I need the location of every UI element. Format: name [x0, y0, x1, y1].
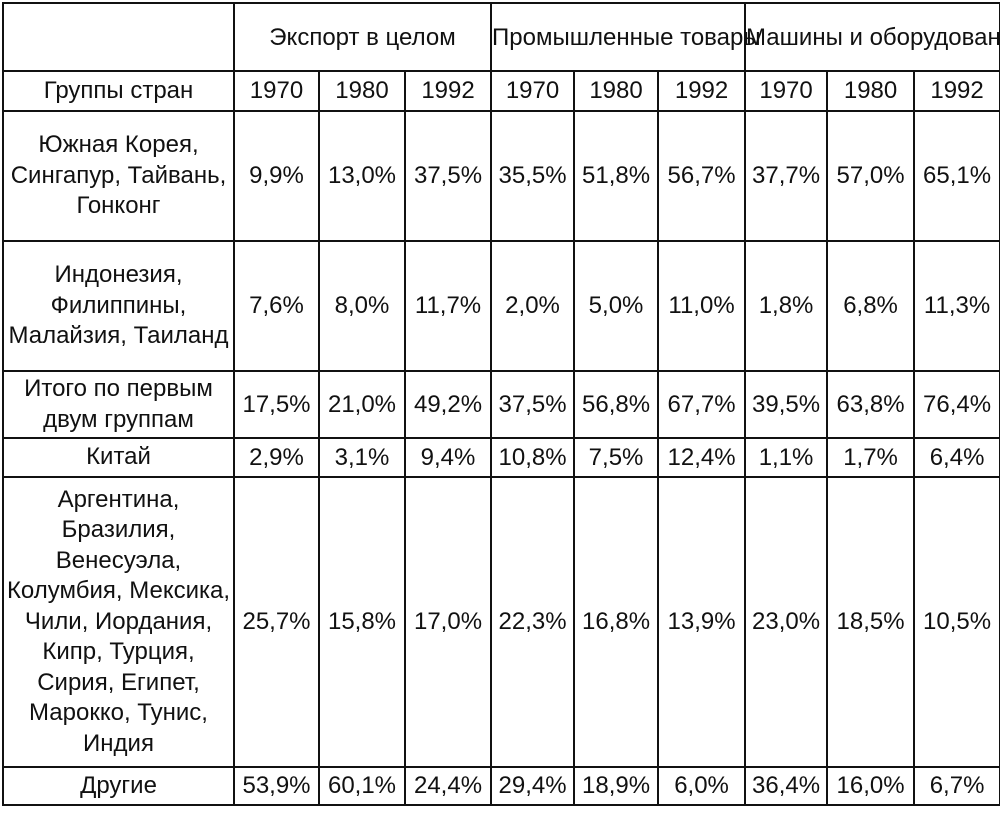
value-cell: 7,5% [573, 437, 660, 478]
value-cell: 25,7% [233, 476, 320, 768]
value-cell: 56,7% [657, 110, 747, 242]
value-cell: 37,5% [403, 110, 493, 242]
value-cell: 11,0% [657, 240, 747, 372]
value-cell: 29,4% [490, 766, 576, 806]
group-header-total-export: Экспорт в целом [232, 2, 493, 72]
value-cell: 6,0% [657, 766, 747, 806]
value-cell: 18,5% [826, 476, 916, 768]
row-label: Другие [2, 766, 235, 806]
row-label: Китай [2, 437, 235, 478]
value-cell: 21,0% [318, 370, 406, 439]
value-cell: 56,8% [573, 370, 660, 439]
value-cell: 13,9% [657, 476, 747, 768]
value-cell: 17,5% [233, 370, 320, 439]
value-cell: 11,7% [403, 240, 493, 372]
value-cell: 1,1% [744, 437, 829, 478]
value-cell: 36,4% [744, 766, 829, 806]
row-label: Итого по первым двум группам [2, 370, 235, 439]
value-cell: 6,4% [913, 437, 1000, 478]
row-label: Индонезия, Филиппины, Малайзия, Таиланд [2, 240, 235, 372]
value-cell: 15,8% [318, 476, 406, 768]
value-cell: 2,9% [233, 437, 320, 478]
value-cell: 63,8% [826, 370, 916, 439]
export-share-table: Экспорт в целом Промышленные товары Маши… [2, 2, 1000, 806]
year-header-cell: 1970 [744, 70, 829, 112]
value-cell: 37,7% [744, 110, 829, 242]
value-cell: 2,0% [490, 240, 576, 372]
year-header-cell: 1992 [913, 70, 1000, 112]
value-cell: 16,0% [826, 766, 916, 806]
year-header-cell: 1980 [318, 70, 406, 112]
value-cell: 51,8% [573, 110, 660, 242]
table-row: Итого по первым двум группам 17,5% 21,0%… [2, 370, 1000, 439]
value-cell: 22,3% [490, 476, 576, 768]
value-cell: 49,2% [403, 370, 493, 439]
row-header-label: Группы стран [2, 70, 235, 112]
value-cell: 17,0% [403, 476, 493, 768]
value-cell: 67,7% [657, 370, 747, 439]
table-row: Другие 53,9% 60,1% 24,4% 29,4% 18,9% 6,0… [2, 766, 1000, 806]
value-cell: 60,1% [318, 766, 406, 806]
value-cell: 8,0% [318, 240, 406, 372]
value-cell: 37,5% [490, 370, 576, 439]
value-cell: 24,4% [403, 766, 493, 806]
row-label: Аргентина, Бразилия, Венесуэла, Колумбия… [2, 476, 235, 768]
year-header-cell: 1992 [403, 70, 493, 112]
value-cell: 65,1% [913, 110, 1000, 242]
group-header-row: Экспорт в целом Промышленные товары Маши… [2, 2, 1000, 72]
group-header-machinery: Машины и оборудование [744, 2, 1000, 72]
value-cell: 7,6% [233, 240, 320, 372]
value-cell: 9,9% [233, 110, 320, 242]
group-header-manufactured-goods: Промышленные товары [490, 2, 761, 72]
row-label: Южная Корея, Сингапур, Тайвань, Гонконг [2, 110, 235, 242]
value-cell: 13,0% [318, 110, 406, 242]
table-row: Аргентина, Бразилия, Венесуэла, Колумбия… [2, 476, 1000, 768]
value-cell: 1,8% [744, 240, 829, 372]
value-cell: 76,4% [913, 370, 1000, 439]
value-cell: 57,0% [826, 110, 916, 242]
year-header-row: Группы стран 1970 1980 1992 1970 1980 19… [2, 70, 1000, 112]
value-cell: 5,0% [573, 240, 660, 372]
value-cell: 39,5% [744, 370, 829, 439]
value-cell: 11,3% [913, 240, 1000, 372]
value-cell: 3,1% [318, 437, 406, 478]
value-cell: 53,9% [233, 766, 320, 806]
value-cell: 16,8% [573, 476, 660, 768]
year-header-cell: 1980 [573, 70, 660, 112]
header-corner-cell [2, 2, 235, 72]
value-cell: 10,8% [490, 437, 576, 478]
year-header-cell: 1970 [233, 70, 320, 112]
year-header-cell: 1992 [657, 70, 747, 112]
year-header-cell: 1970 [490, 70, 576, 112]
value-cell: 35,5% [490, 110, 576, 242]
table-row: Южная Корея, Сингапур, Тайвань, Гонконг … [2, 110, 1000, 242]
value-cell: 18,9% [573, 766, 660, 806]
value-cell: 9,4% [403, 437, 493, 478]
table-row: Китай 2,9% 3,1% 9,4% 10,8% 7,5% 12,4% 1,… [2, 437, 1000, 478]
value-cell: 23,0% [744, 476, 829, 768]
table-row: Индонезия, Филиппины, Малайзия, Таиланд … [2, 240, 1000, 372]
value-cell: 10,5% [913, 476, 1000, 768]
value-cell: 1,7% [826, 437, 916, 478]
value-cell: 12,4% [657, 437, 747, 478]
value-cell: 6,8% [826, 240, 916, 372]
value-cell: 6,7% [913, 766, 1000, 806]
year-header-cell: 1980 [826, 70, 916, 112]
